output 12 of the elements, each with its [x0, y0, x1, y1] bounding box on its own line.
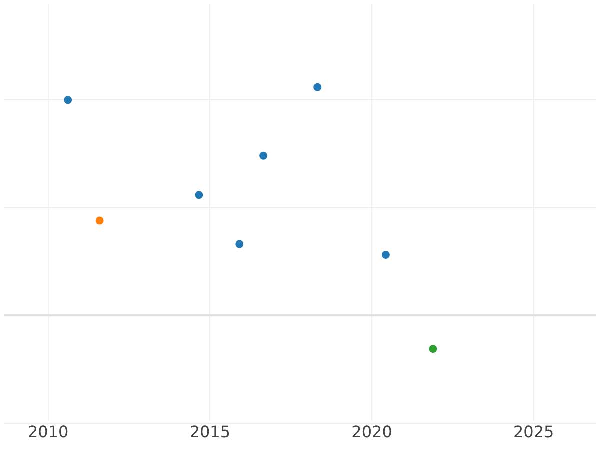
point	[96, 216, 104, 225]
x-tick-label: 2020	[352, 422, 392, 442]
x-tick-label: 2025	[513, 422, 554, 442]
point	[382, 250, 390, 259]
point	[314, 83, 322, 92]
x-tick-label: 2015	[190, 422, 231, 442]
x-tick-label: 2010	[28, 422, 69, 442]
point	[64, 96, 72, 104]
point	[260, 152, 268, 160]
point	[195, 191, 204, 200]
point	[429, 345, 438, 354]
point	[236, 240, 244, 248]
